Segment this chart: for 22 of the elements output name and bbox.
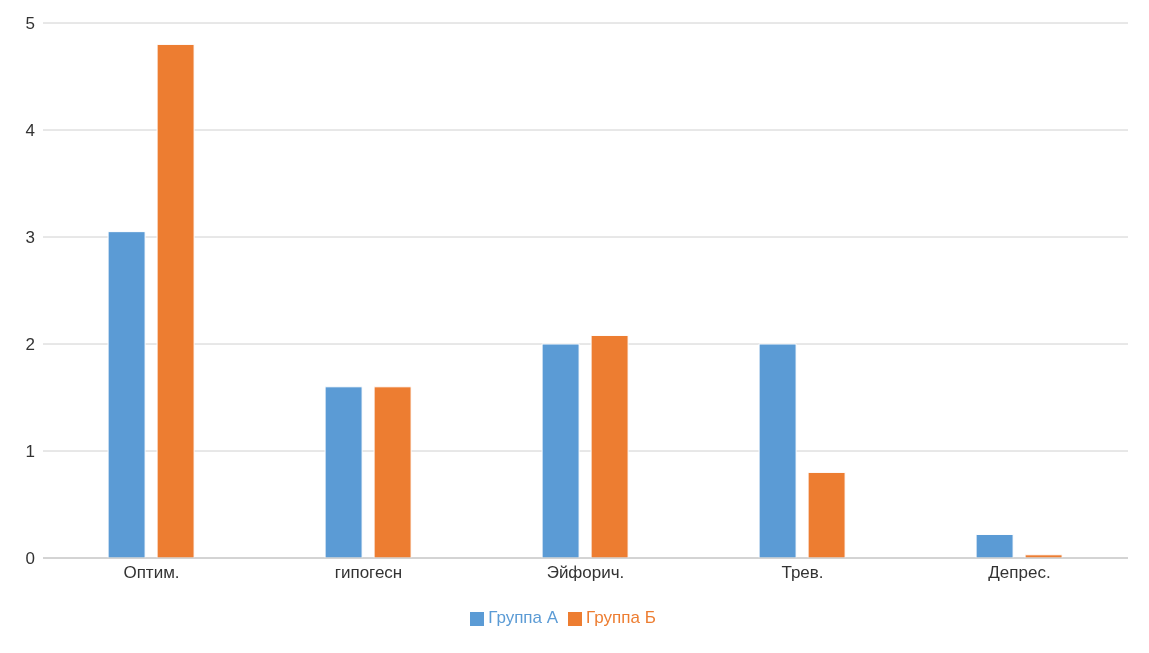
bar (590, 334, 629, 558)
x-tick-label: Трев. (781, 563, 824, 583)
bar (541, 343, 580, 558)
y-tick-label: 1 (25, 442, 35, 462)
y-tick-label: 4 (25, 121, 35, 141)
bar (373, 386, 412, 558)
x-tick-label: Эйфорич. (546, 563, 625, 583)
x-tick-label: Оптим. (123, 563, 180, 583)
y-tick-label: 0 (25, 549, 35, 569)
y-tick-label: 2 (25, 335, 35, 355)
y-tick-label: 3 (25, 228, 35, 248)
x-tick-label: Депрес. (988, 563, 1051, 583)
bar (324, 386, 363, 558)
x-tick-label: гипогесн (334, 563, 403, 583)
bar (758, 343, 797, 558)
bar (107, 231, 146, 558)
y-tick-label: 5 (25, 14, 35, 34)
bar (975, 533, 1014, 558)
legend-label: Группа А (488, 608, 559, 627)
bar (807, 471, 846, 558)
legend-label: Группа Б (586, 608, 656, 627)
bar (156, 43, 195, 558)
